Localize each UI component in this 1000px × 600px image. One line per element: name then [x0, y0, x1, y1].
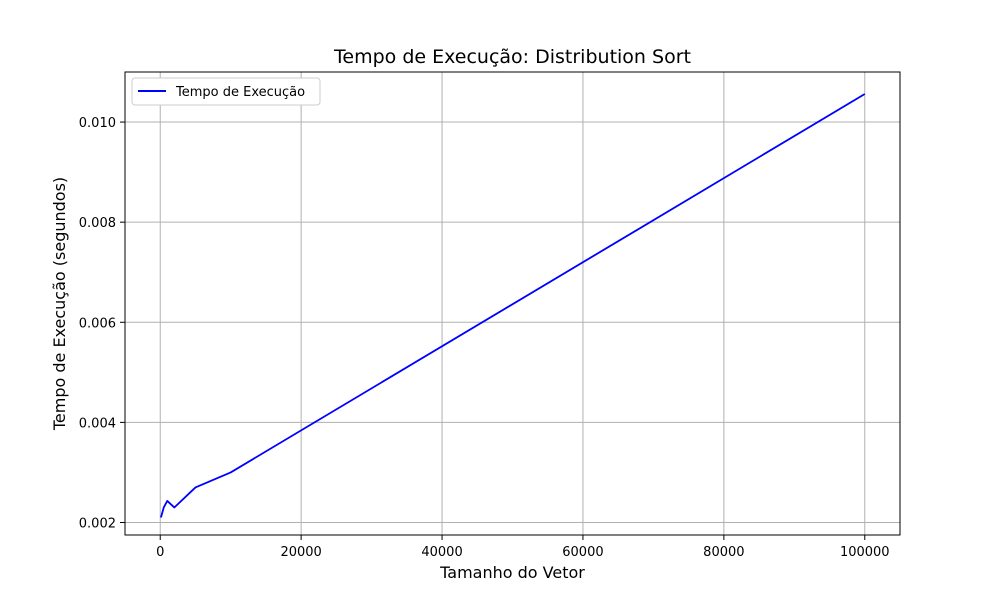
y-tick-label: 0.002 [79, 516, 116, 531]
series-line-0 [160, 93, 866, 518]
x-tick-label: 20000 [280, 545, 321, 560]
grid-lines [125, 72, 900, 535]
y-axis: 0.002 0.004 0.006 0.008 0.010 [79, 116, 125, 531]
x-tick-label: 0 [156, 545, 164, 560]
y-axis-title: Tempo de Execução (segundos) [50, 177, 69, 431]
legend: Tempo de Execução [131, 77, 321, 106]
x-axis-title: Tamanho do Vetor [439, 563, 585, 582]
x-axis: 0 20000 40000 60000 80000 100000 [156, 535, 890, 560]
y-tick-label: 0.008 [79, 216, 116, 231]
plot-area-frame [124, 71, 901, 536]
y-tick-label: 0.004 [79, 416, 116, 431]
x-tick-label: 80000 [703, 545, 744, 560]
chart-title: Tempo de Execução: Distribution Sort [333, 46, 691, 68]
y-tick-label: 0.010 [79, 116, 116, 131]
legend-box [131, 77, 321, 106]
legend-series-label: Tempo de Execução [175, 85, 305, 100]
x-tick-label: 40000 [421, 545, 462, 560]
series-layer [160, 93, 866, 518]
x-tick-label: 60000 [562, 545, 603, 560]
x-tick-label: 100000 [840, 545, 890, 560]
y-tick-label: 0.006 [79, 316, 116, 331]
